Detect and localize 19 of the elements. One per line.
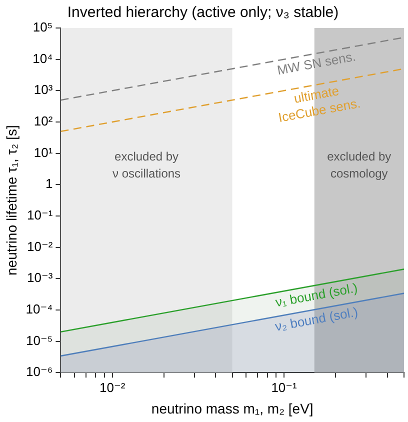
y-tick-label: 10² xyxy=(34,114,54,129)
y-tick-label: 10⁻⁵ xyxy=(26,332,53,348)
y-tick-label: 10⁵ xyxy=(32,20,53,35)
y-tick-label: 10⁻⁶ xyxy=(26,364,53,380)
y-tick-label: 10⁴ xyxy=(32,50,53,66)
text: MW SN sens. xyxy=(276,48,357,78)
y-tick-label: 1 xyxy=(45,176,53,192)
y-tick-label: 10⁻⁴ xyxy=(26,302,53,317)
text: ultimate IceCube sens. xyxy=(277,83,362,126)
y-tick-label: 10⁻³ xyxy=(27,270,54,286)
y-tick-label: 10⁻¹ xyxy=(27,208,54,223)
x-axis-title: neutrino mass m₁, m₂ [eV] xyxy=(151,400,314,416)
chart-title: Inverted hierarchy (active only; ν₃ stable) xyxy=(67,4,339,22)
band-label: excluded by ν oscillations xyxy=(112,150,181,181)
y-tick-label: 10³ xyxy=(34,82,54,98)
y-tick-label: 10⁻² xyxy=(27,238,54,254)
y-axis-title: neutrino lifetime τ₁, τ₂ [s] xyxy=(3,125,20,276)
band-label: excluded by cosmology xyxy=(327,150,392,181)
y-tick-label: 10¹ xyxy=(34,144,54,160)
